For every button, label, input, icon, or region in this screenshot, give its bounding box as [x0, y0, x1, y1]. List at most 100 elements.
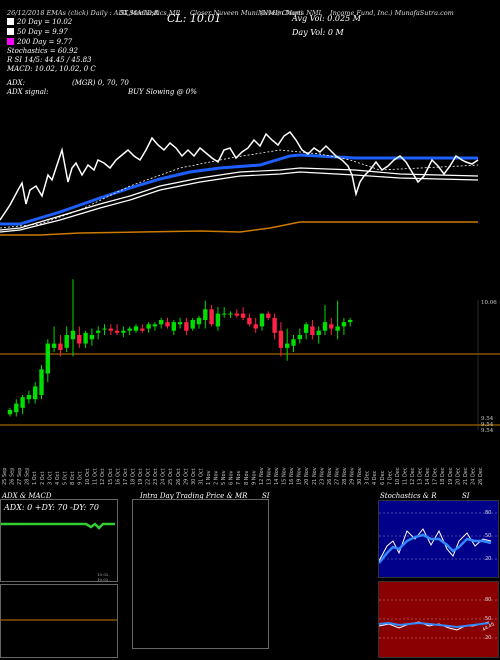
- x-axis-label: 26 Dec: [478, 467, 484, 485]
- candle-body: [303, 324, 309, 333]
- x-axis-label: 9 Nov: [251, 470, 257, 485]
- stoch-tick-20: 20: [485, 556, 491, 562]
- candle-body: [83, 332, 88, 344]
- candle-body: [114, 330, 120, 333]
- rsi-value-label: 44.45: [481, 621, 495, 633]
- x-axis-label: 27 Nov: [334, 467, 340, 485]
- price-label-low-1: 9.54: [481, 416, 494, 422]
- candle-body: [140, 328, 145, 331]
- candle-body: [240, 313, 246, 318]
- candle-body: [297, 335, 302, 340]
- rsi-tick-20: 20: [485, 635, 491, 641]
- x-axis-label: 3 Oct: [47, 472, 53, 485]
- stoch-tick-80: 80: [485, 510, 491, 516]
- candle-body: [152, 324, 158, 327]
- adx-signal-label: ADX signal:: [7, 88, 49, 96]
- candle-body: [165, 322, 170, 327]
- x-axis-label: 11 Oct: [93, 468, 99, 485]
- stoch-panel-si: SI: [462, 492, 470, 500]
- candle-body: [171, 322, 176, 331]
- x-axis-label: 8 Oct: [70, 472, 76, 485]
- candle-body: [341, 322, 347, 327]
- candle-body: [133, 326, 139, 331]
- candle-body: [266, 313, 271, 318]
- ema-50-line: [0, 153, 478, 226]
- x-axis-label: 30 Oct: [191, 468, 197, 485]
- x-axis-label: 21 Dec: [463, 467, 469, 485]
- candle-body: [196, 317, 202, 325]
- candle-body: [108, 328, 113, 331]
- candlesticks: [7, 279, 353, 417]
- rsi-tick-80: 80: [485, 597, 491, 603]
- adx-panel: ADX: 0 +DY: 70 -DY: 70 10.02, 10.02: [0, 499, 118, 582]
- candle-body: [203, 309, 208, 320]
- rsi-tick-50: 50: [485, 616, 491, 622]
- candle-body: [190, 320, 195, 329]
- x-axis-label: 12 Nov: [259, 467, 265, 485]
- ema-200-line: [0, 221, 478, 236]
- x-axis-label: 2 Oct: [40, 472, 46, 485]
- legend-label: 200 Day = 9.77: [17, 38, 73, 46]
- candle-body: [159, 320, 164, 325]
- candle-body: [329, 324, 334, 329]
- x-axis-label: 3 Dec: [365, 470, 371, 485]
- x-axis-label: 6 Dec: [380, 470, 386, 485]
- x-axis-label: 7 Nov: [236, 470, 242, 485]
- candle-body: [121, 330, 126, 333]
- x-axis-label: 12 Oct: [100, 468, 106, 485]
- candle-body: [177, 322, 183, 325]
- x-axis-label: 23 Nov: [319, 467, 325, 485]
- ema-20-line: [0, 167, 479, 231]
- x-axis-label: 16 Nov: [289, 467, 295, 485]
- candle-body: [146, 324, 151, 329]
- x-axis-label: 27 Sep: [17, 468, 23, 485]
- ema-dotted-line: [0, 149, 479, 229]
- candle-body: [215, 313, 221, 327]
- x-axis-label: 19 Dec: [448, 467, 454, 485]
- x-axis-label: 19 Nov: [297, 467, 303, 485]
- candle-body: [77, 335, 82, 344]
- candle-body: [253, 324, 258, 329]
- rsi-chart: 80 50 20 44.45: [379, 597, 498, 641]
- main-price-chart: 25 Sep 26 Sep 27 Sep 28 Sep 1 Oct 2 Oct 3 Oct 4…: [0, 130, 500, 485]
- adx-panel-title: ADX & MACD: [2, 492, 52, 500]
- candle-body: [209, 309, 214, 325]
- candle-body: [102, 328, 107, 330]
- ema-lines: [0, 130, 479, 236]
- candle-body: [20, 397, 25, 408]
- x-axis-label: 10 Dec: [395, 467, 401, 485]
- candle-body: [184, 322, 189, 331]
- legend-label: 50 Day = 9.97: [17, 28, 68, 36]
- x-axis-label: 14 Dec: [425, 467, 431, 485]
- candle-body: [335, 326, 340, 331]
- x-axis-label: 11 Dec: [402, 467, 408, 485]
- x-axis-label: 6 Nov: [229, 470, 235, 485]
- x-axis-label: 4 Dec: [372, 470, 378, 485]
- candle-body: [247, 317, 252, 325]
- x-axis-label: 1 Oct: [32, 472, 38, 485]
- candle-body: [285, 343, 290, 348]
- candle-body: [70, 330, 76, 340]
- stochastics-panel: 80 50 20: [378, 500, 499, 578]
- candle-body: [322, 322, 328, 331]
- stoch-panel-title: Stochastics & R: [380, 492, 437, 500]
- legend-200-day: 200 Day = 9.77: [7, 38, 72, 46]
- x-axis-label: 17 Oct: [123, 468, 129, 485]
- x-axis-label: 12 Dec: [410, 467, 416, 485]
- adx-right-readout: (MGR) 0, 70, 70: [72, 79, 129, 87]
- candle-body: [228, 313, 233, 315]
- x-axis-label: 20 Dec: [455, 467, 461, 485]
- rsi-line-blue: [379, 621, 490, 629]
- x-axis-label: 13 Dec: [418, 467, 424, 485]
- x-axis-label: 26 Oct: [176, 468, 182, 485]
- x-axis-label: 5 Nov: [221, 470, 227, 485]
- candle-body: [14, 403, 19, 413]
- intraday-mr-panel: [132, 499, 269, 649]
- x-axis-label: 25 Sep: [2, 468, 8, 485]
- header-text-1: 26/12/2018 EMAs (click) Daily : ADX,MACD…: [7, 9, 159, 17]
- x-axis-label: 10 Oct: [85, 468, 91, 485]
- candle-body: [259, 313, 265, 327]
- adx-line-chart: [1, 522, 115, 530]
- rsi-readout: R SI 14/5: 44.45 / 45.83: [7, 56, 92, 64]
- macd-panel: [0, 584, 118, 658]
